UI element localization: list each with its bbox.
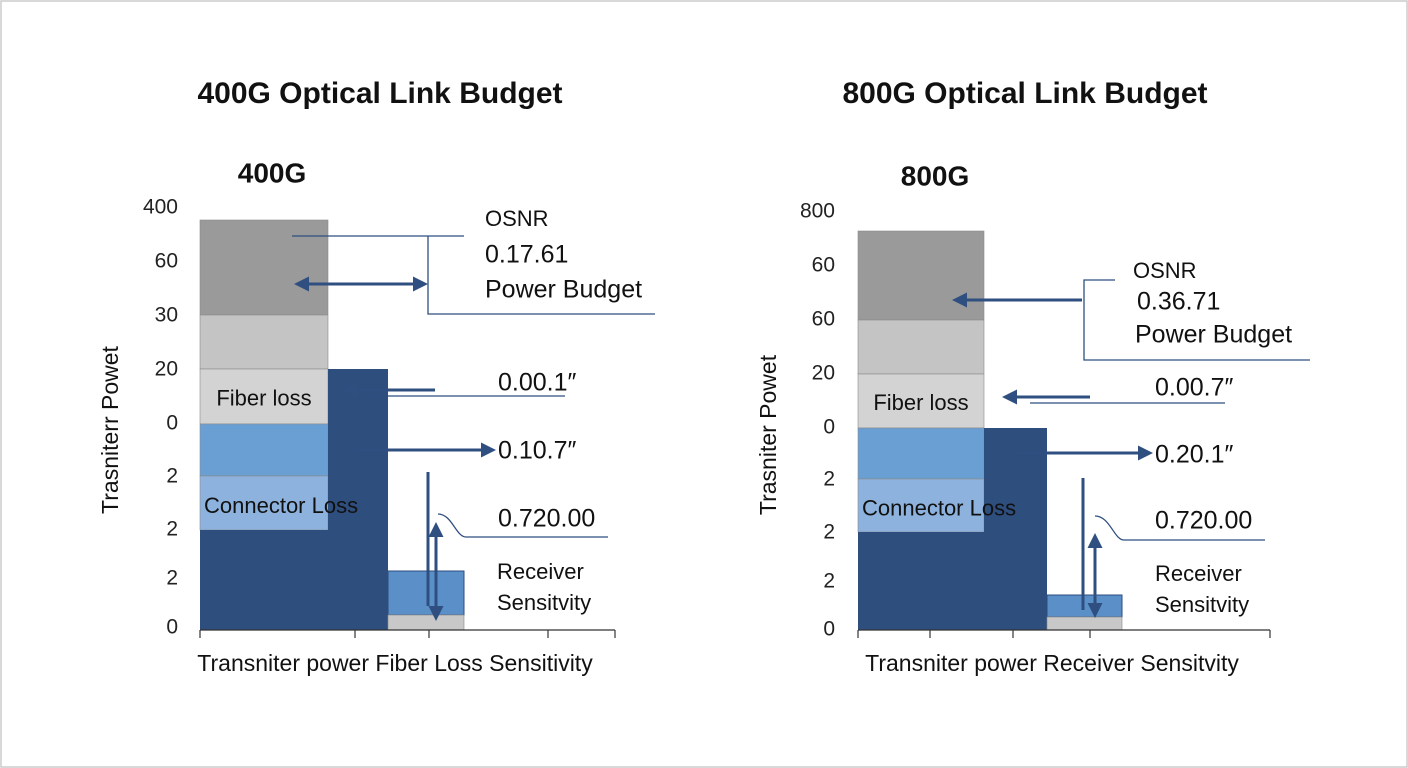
y-tick-label: 2: [823, 570, 835, 593]
y-tick-label: 2: [166, 465, 178, 488]
segment-label: Connector Loss: [862, 495, 1016, 520]
y-tick-label: 20: [155, 358, 178, 381]
stack-segment: [199, 475, 329, 531]
panel-title: 400G Optical Link Budget: [197, 77, 562, 110]
stack-segment: [857, 373, 985, 429]
y-tick-label: 2: [823, 468, 835, 491]
y-tick-label: 60: [812, 308, 835, 331]
y-axis-label: Trasniterr Powet: [97, 345, 123, 513]
segment-label: Fiber loss: [873, 390, 968, 415]
sensitivity-value: 0.720.00: [1155, 507, 1252, 535]
sensitivity-base: [387, 614, 465, 631]
sensitivity-bar: [387, 570, 465, 616]
receiver-label: Receiver: [1155, 561, 1242, 586]
y-tick-label: 0: [166, 412, 178, 435]
receiver-label: Receiver: [497, 559, 584, 584]
y-tick-label: 2: [823, 521, 835, 544]
y-tick-label: 400: [143, 196, 178, 219]
y-tick-label: 60: [812, 254, 835, 277]
fiber-value: 0.00.7″: [1155, 374, 1234, 402]
leader-curve: [1094, 515, 1265, 541]
osnr-value: 0.17.61: [485, 241, 568, 269]
sensitivity-label: Sensitvity: [497, 590, 591, 615]
y-tick-label: 20: [812, 362, 835, 385]
segment-label: Fiber loss: [216, 385, 311, 410]
osnr-label: OSNR: [485, 206, 549, 231]
fiber-value: 0.00.1″: [498, 369, 577, 397]
y-tick-label: 2: [166, 518, 178, 541]
sensitivity-value: 0.720.00: [498, 505, 595, 533]
panel-title: 800G Optical Link Budget: [842, 77, 1207, 110]
sensitivity-base: [1046, 616, 1123, 631]
leader-curve: [437, 513, 608, 538]
stack-segment: [857, 319, 985, 375]
stack-segment: [857, 478, 985, 533]
connector-value: 0.10.7″: [498, 437, 577, 465]
segment-label: Connector Loss: [204, 493, 358, 518]
osnr-label: OSNR: [1133, 258, 1197, 283]
y-tick-label: 800: [800, 200, 835, 223]
stack-segment: [199, 219, 329, 316]
panel-subtitle: 400G: [238, 157, 307, 188]
stack-segment: [857, 230, 985, 321]
power-budget-label: Power Budget: [485, 276, 642, 304]
y-tick-label: 2: [166, 567, 178, 590]
transmitter-bar: [858, 428, 1047, 630]
stack-segment: [199, 423, 329, 477]
y-tick-label: 0: [823, 618, 835, 641]
power-budget-label: Power Budget: [1135, 321, 1292, 349]
y-tick-label: 60: [155, 250, 178, 273]
x-axis-label: Transniter power Fiber Loss Sensitivity: [197, 650, 593, 676]
y-tick-label: 0: [823, 416, 835, 439]
y-tick-label: 30: [155, 304, 178, 327]
stack-segment: [857, 427, 985, 480]
stack-segment: [199, 368, 329, 425]
transmitter-bar: [200, 369, 388, 630]
y-tick-label: 0: [166, 616, 178, 639]
connector-value: 0.20.1″: [1155, 441, 1234, 469]
stack-segment: [199, 314, 329, 370]
x-axis-label: Transniter power Receiver Sensitvity: [865, 650, 1239, 676]
sensitivity-label: Sensitvity: [1155, 592, 1249, 617]
leader-line: [292, 235, 655, 315]
leader-line: [1083, 279, 1310, 361]
panel-subtitle: 800G: [901, 160, 970, 191]
osnr-value: 0.36.71: [1137, 288, 1220, 316]
y-axis-label: Trasniter Powet: [755, 354, 781, 515]
